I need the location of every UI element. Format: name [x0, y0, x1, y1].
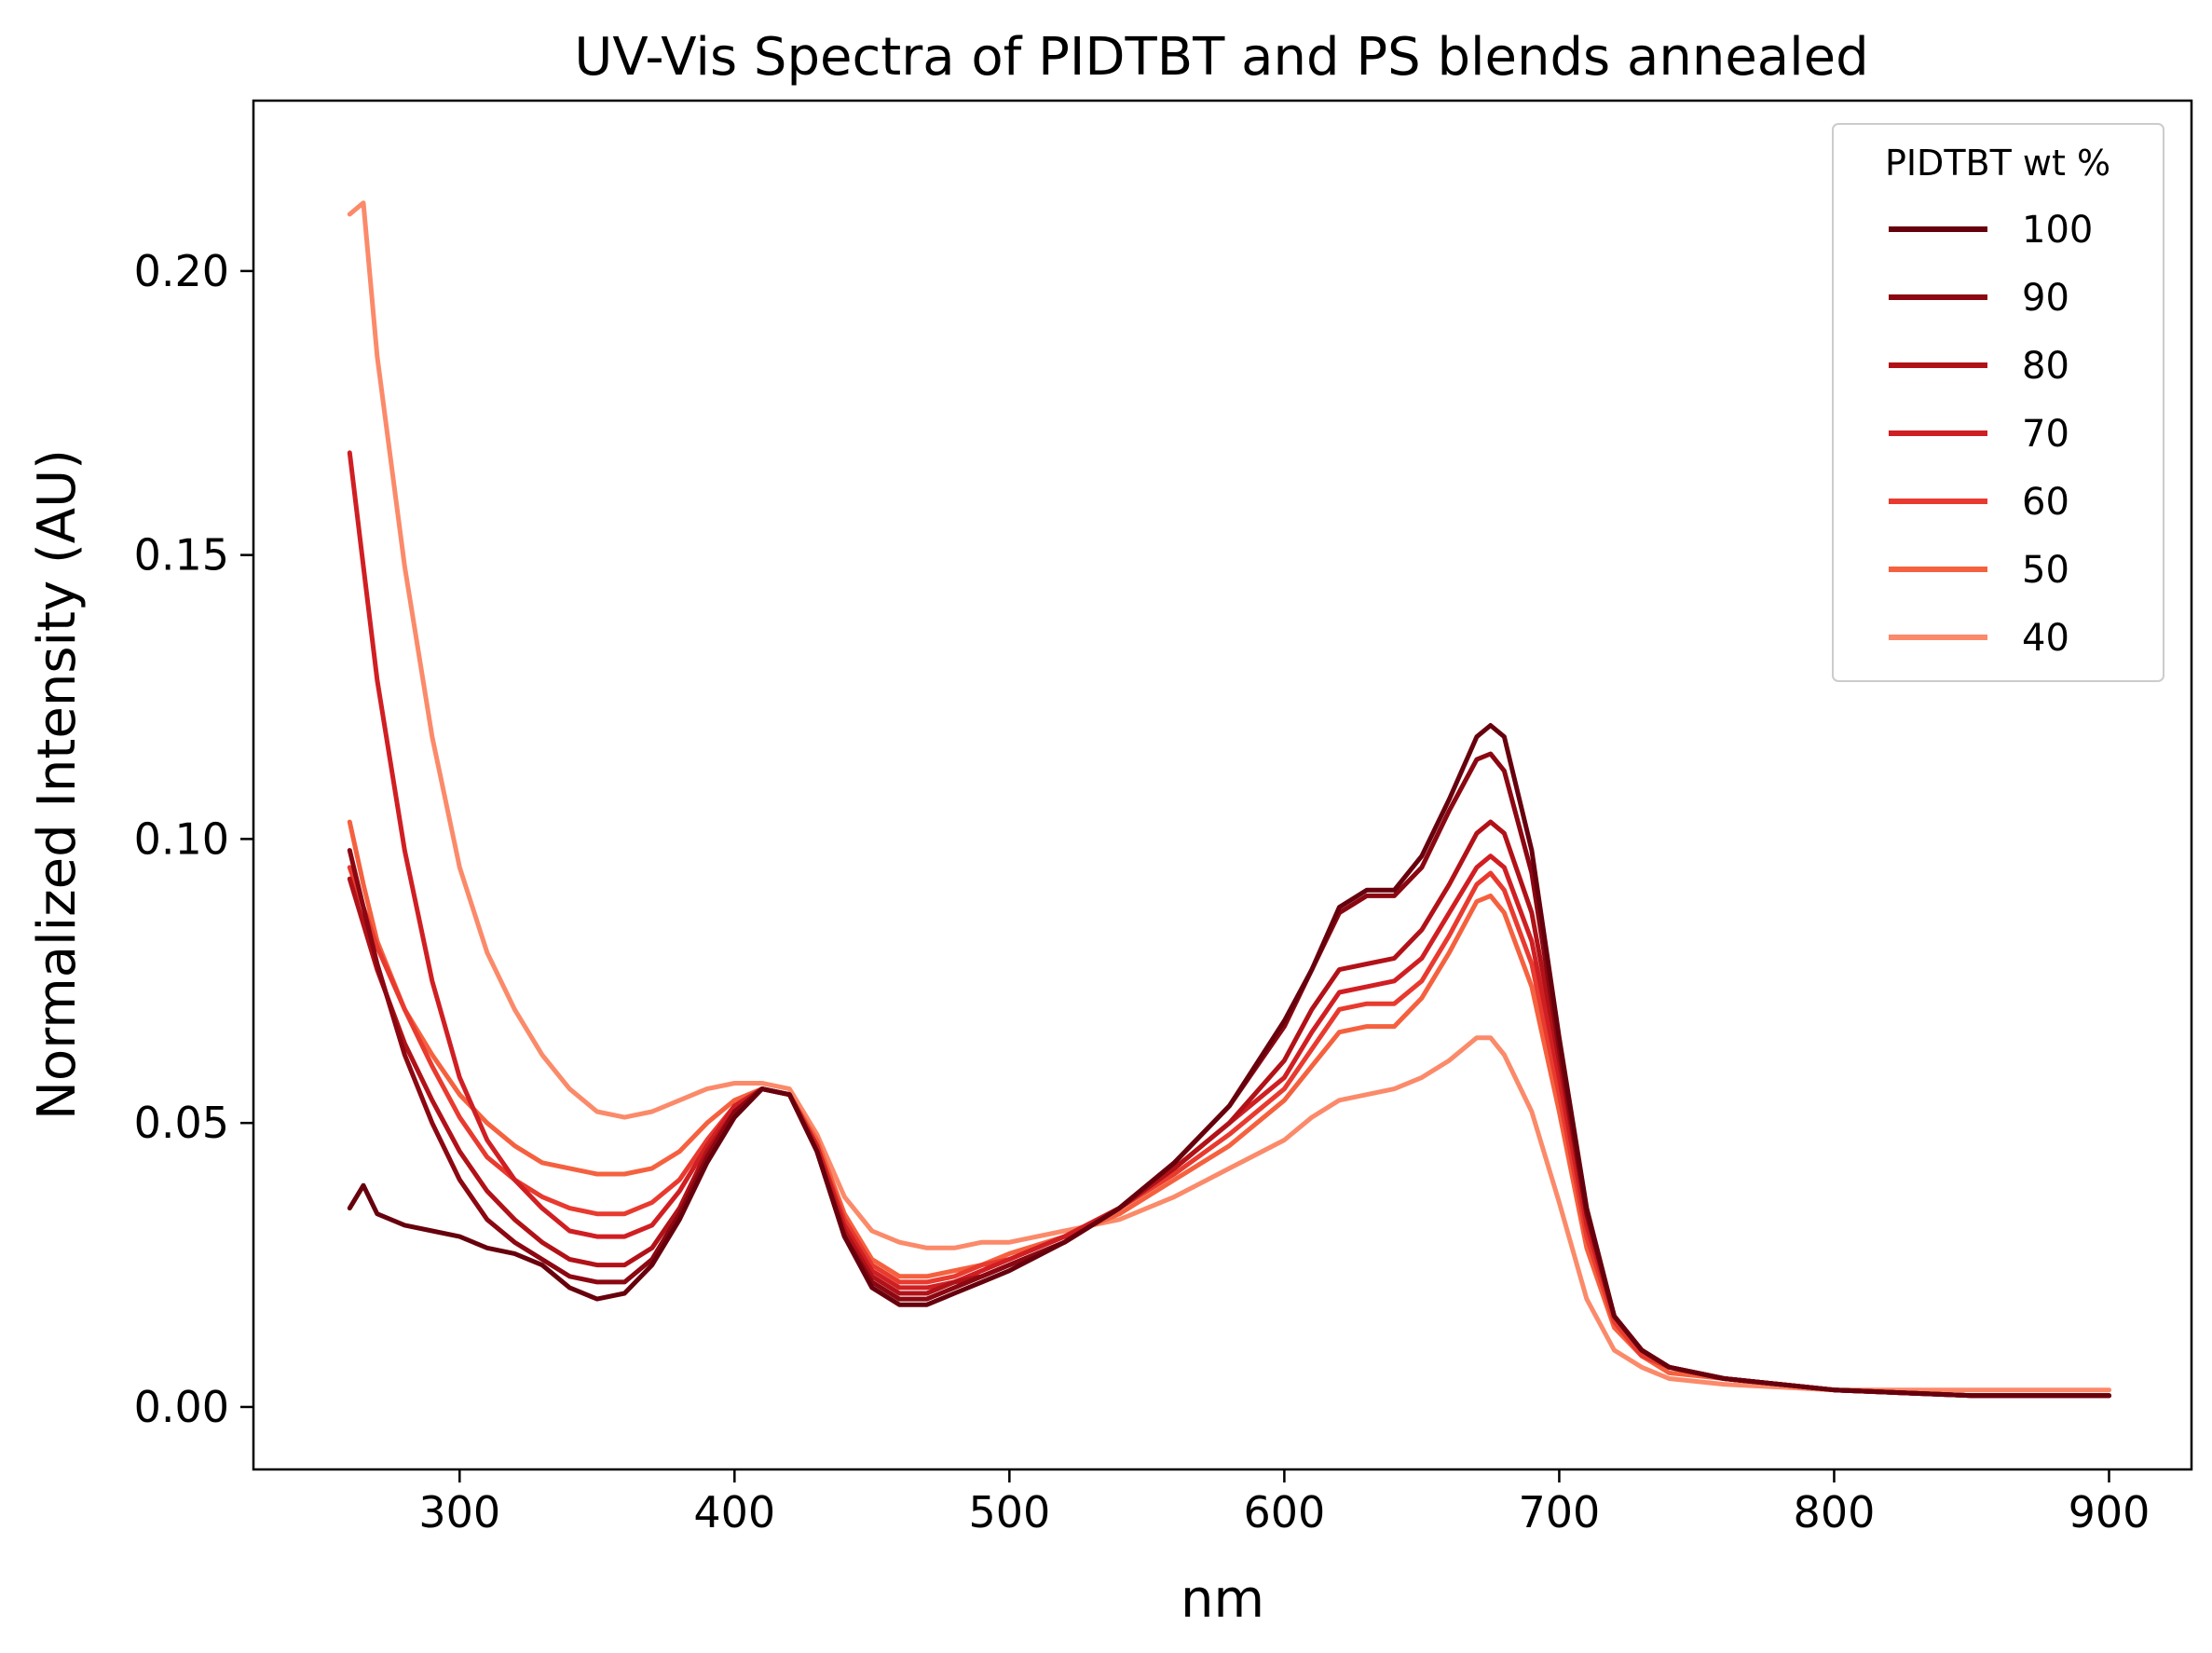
- x-tick-label: 400: [693, 1487, 775, 1537]
- y-tick-label: 0.15: [134, 530, 229, 581]
- y-axis: 0.00 0.05 0.10 0.15 0.20: [134, 246, 253, 1432]
- x-axis: 300 400 500 600 700 800 900: [418, 1469, 2150, 1537]
- series-line-100: [347, 723, 2111, 1399]
- legend-box: [1832, 123, 2164, 682]
- plot-frame: [252, 99, 2193, 1471]
- legend-label-90: 90: [2022, 277, 2069, 320]
- plot-lines: [347, 200, 2111, 1399]
- x-tick-label: 800: [1794, 1487, 1876, 1537]
- chart-title: UV-Vis Spectra of PIDTBT and PS blends a…: [574, 27, 1868, 88]
- y-tick-label: 0.00: [134, 1382, 229, 1432]
- legend-label-80: 80: [2022, 345, 2069, 388]
- x-tick-label: 600: [1243, 1487, 1325, 1537]
- legend-title: PIDTBT wt %: [1885, 143, 2110, 184]
- x-axis-label: nm: [1181, 1569, 1264, 1630]
- legend-label-40: 40: [2022, 617, 2069, 660]
- series-line-50: [347, 819, 2111, 1399]
- y-tick-label: 0.10: [134, 813, 229, 864]
- legend-label-70: 70: [2022, 413, 2069, 456]
- x-tick-label: 700: [1519, 1487, 1601, 1537]
- legend-label-60: 60: [2022, 481, 2069, 524]
- legend-label-100: 100: [2022, 209, 2093, 252]
- series-line-40: [347, 200, 2111, 1393]
- x-tick-label: 500: [968, 1487, 1050, 1537]
- legend-label-50: 50: [2022, 549, 2069, 592]
- series-line-60: [347, 865, 2111, 1399]
- x-tick-label: 900: [2069, 1487, 2151, 1537]
- y-axis-label: Normalized Intensity (AU): [27, 449, 88, 1120]
- legend-items: 100 90 80 70 60 50 40: [1889, 209, 2093, 660]
- series-line-70: [347, 450, 2111, 1399]
- y-tick-label: 0.20: [134, 246, 229, 296]
- legend: PIDTBT wt % 100 90 80 70 60 50 40: [1832, 123, 2164, 682]
- y-tick-label: 0.05: [134, 1098, 229, 1148]
- x-tick-label: 300: [418, 1487, 500, 1537]
